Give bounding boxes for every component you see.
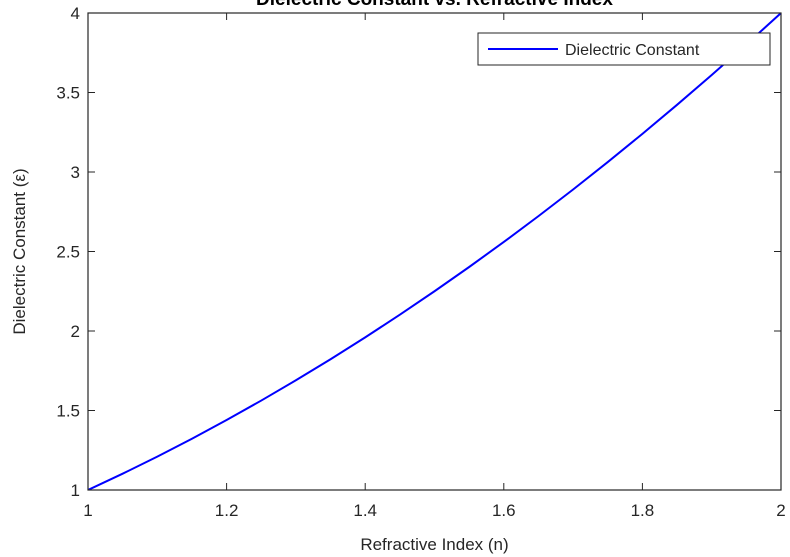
legend: Dielectric Constant [477, 32, 771, 66]
y-tick-label: 4 [71, 4, 80, 23]
y-axis-label: Dielectric Constant (ε) [10, 168, 29, 334]
plot-frame [87, 12, 782, 491]
x-axis: 1 1.2 1.4 1.6 1.8 2 [83, 501, 785, 520]
x-axis-label: Refractive Index (n) [360, 535, 508, 554]
x-tick-label: 1 [83, 501, 92, 520]
x-tick-label: 1.6 [492, 501, 516, 520]
y-tick-label: 2.5 [56, 243, 80, 262]
x-tick-label: 1.2 [215, 501, 239, 520]
series-line [88, 13, 781, 490]
y-axis: 1 1.5 2 2.5 3 3.5 4 [56, 4, 80, 500]
y-tick-label: 3 [71, 163, 80, 182]
y-tick-label: 3.5 [56, 84, 80, 103]
x-tick-label: 1.8 [631, 501, 655, 520]
chart-title: Dielectric Constant vs. Refractive Index [256, 0, 613, 10]
y-tick-label: 2 [71, 322, 80, 341]
x-tick-label: 2 [776, 501, 785, 520]
y-tick-label: 1 [71, 481, 80, 500]
plot-background [88, 13, 781, 490]
plot-area [87, 12, 782, 491]
x-tick-label: 1.4 [353, 501, 377, 520]
legend-label: Dielectric Constant [565, 42, 700, 59]
y-tick-label: 1.5 [56, 402, 80, 421]
